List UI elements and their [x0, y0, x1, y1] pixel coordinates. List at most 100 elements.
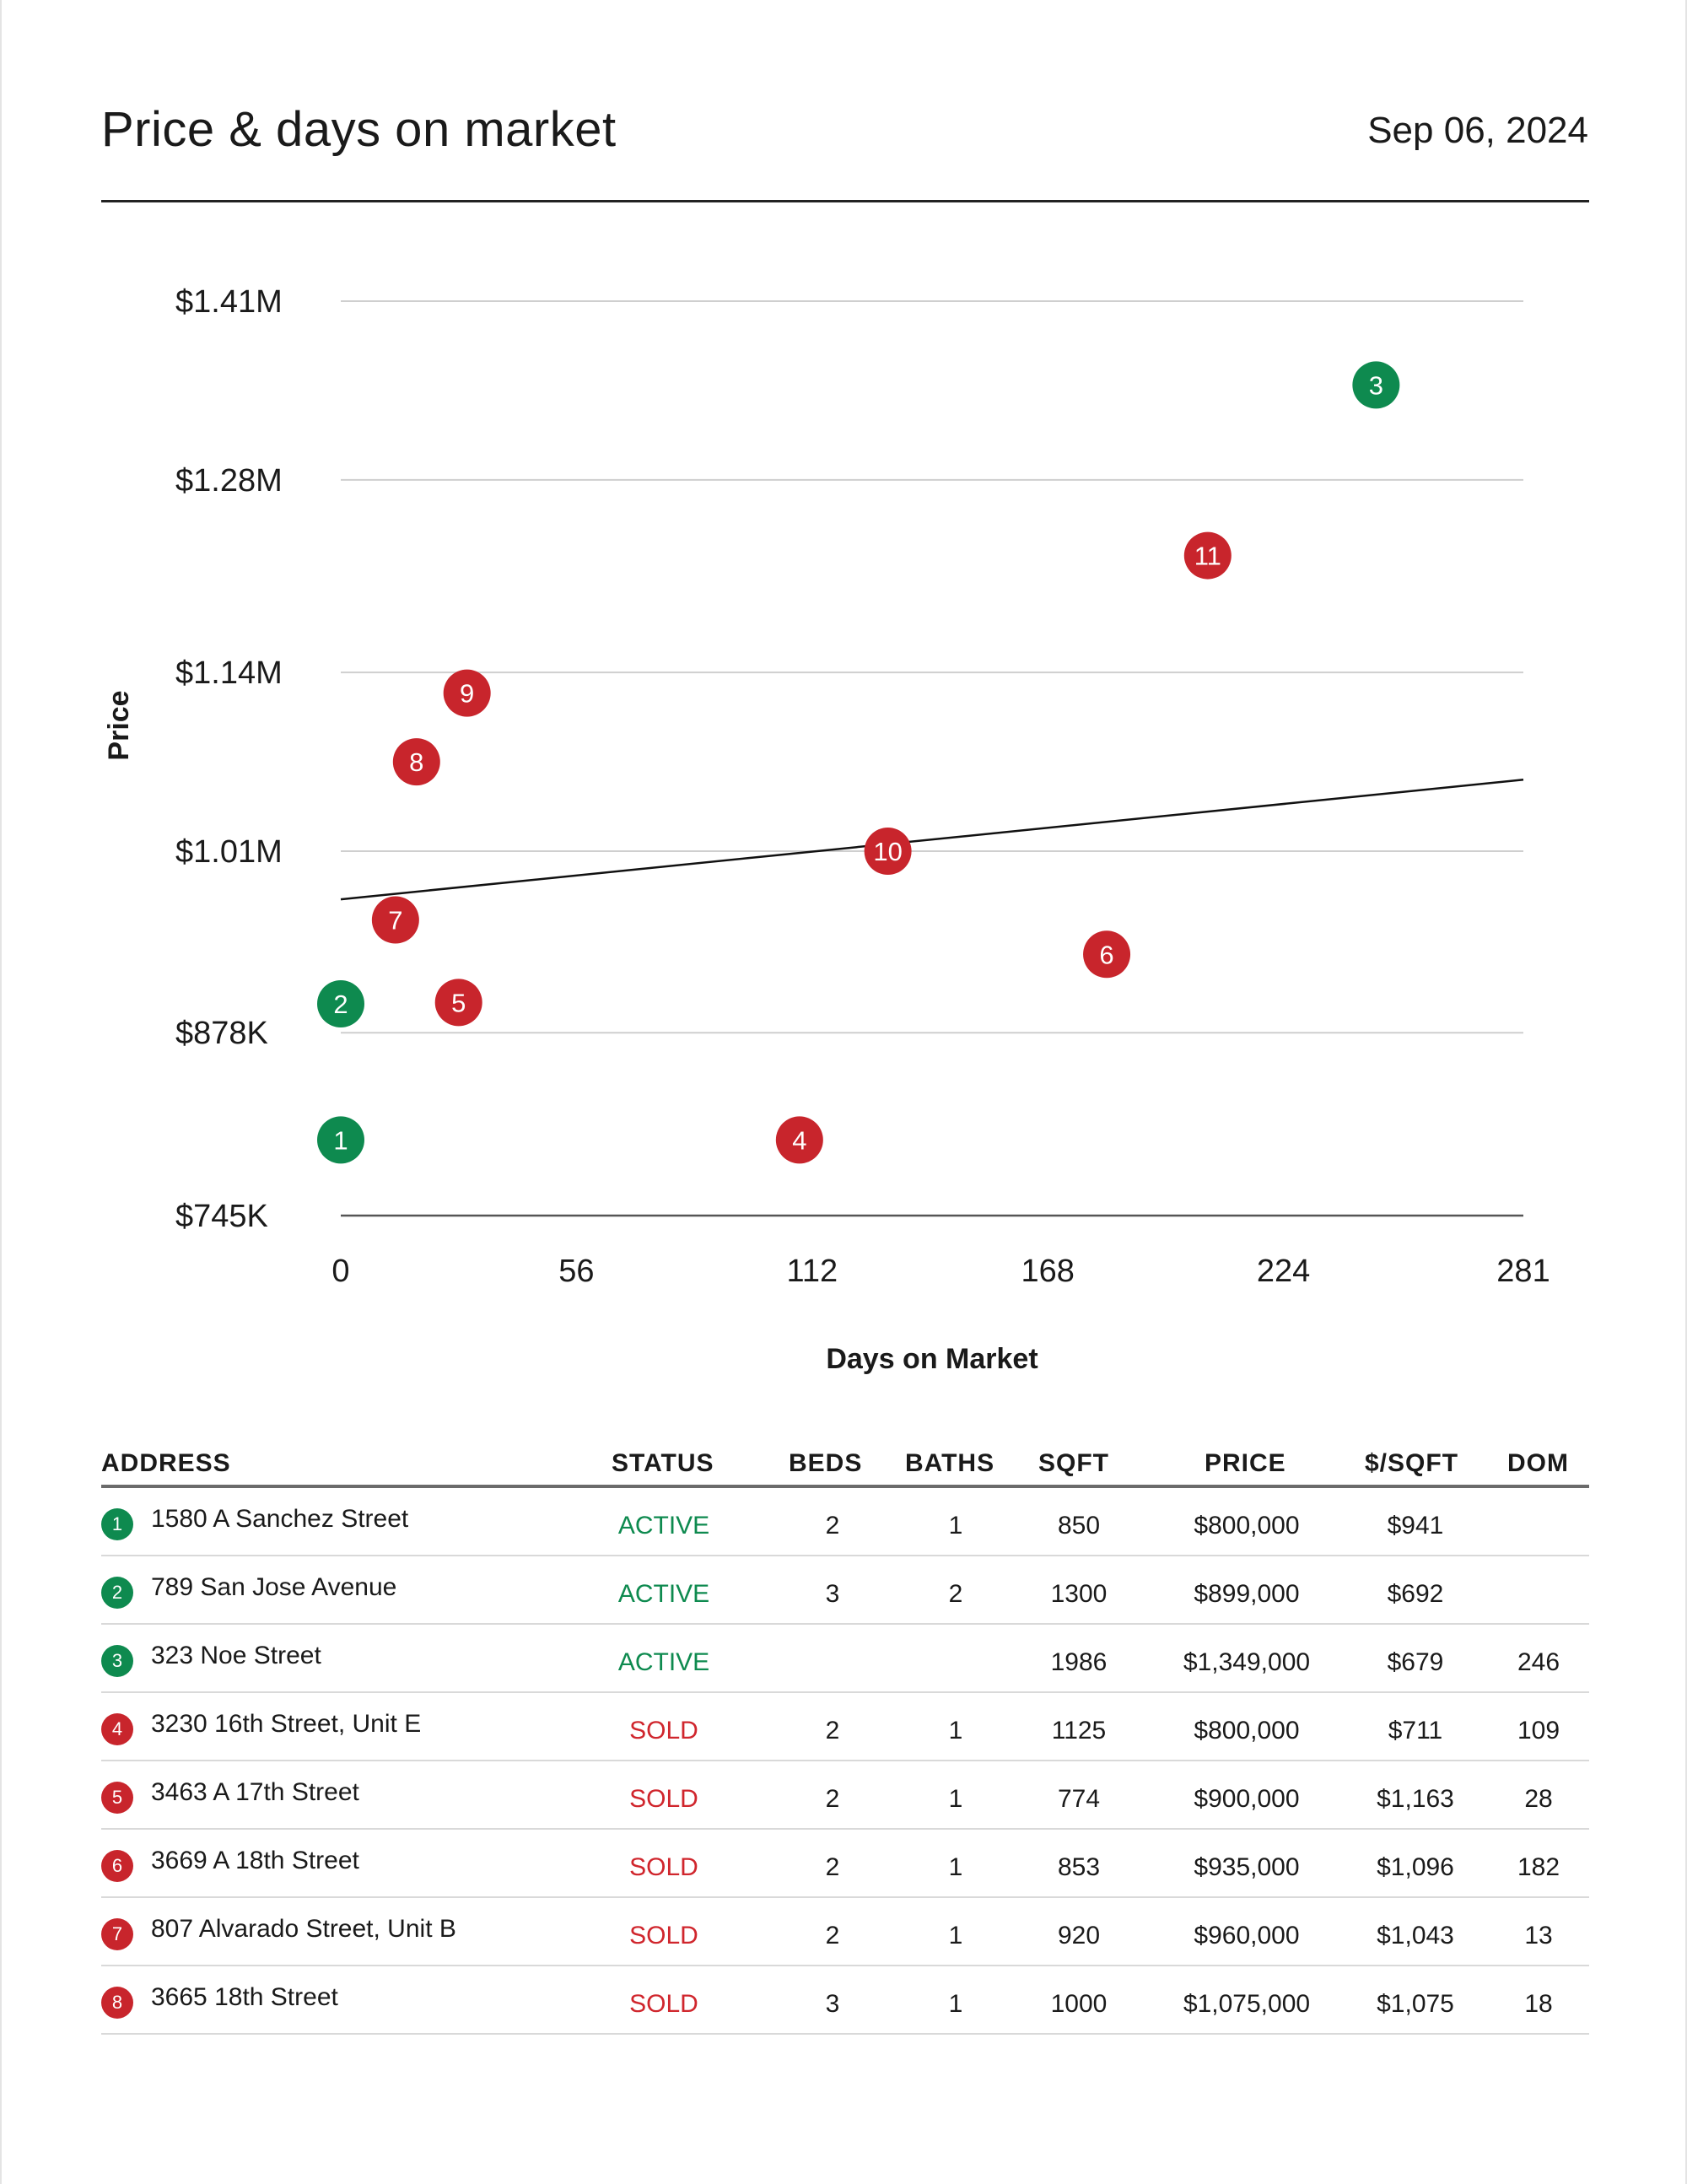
data-point[interactable]: 5 — [434, 979, 482, 1027]
data-point-marker[interactable] — [443, 669, 491, 717]
cell-address: 3230 16th Street, Unit E — [151, 1710, 422, 1738]
data-point[interactable]: 6 — [1083, 930, 1131, 979]
cell-price-per-sqft: $692 — [1387, 1580, 1444, 1608]
data-point-marker[interactable] — [434, 979, 482, 1027]
cell-price-per-sqft: $1,075 — [1377, 1990, 1454, 2018]
data-point-marker[interactable] — [371, 896, 419, 944]
row-number-badge: 4 — [101, 1713, 133, 1745]
cell-sqft: 1300 — [1050, 1580, 1108, 1608]
cell-beds: 2 — [825, 1922, 840, 1949]
table-row: 2 789 San Jose Avenue ACTIVE 3 2 1300 $899,000… — [101, 1556, 1589, 1625]
cell-beds: 2 — [825, 1785, 840, 1813]
cell-dom: 246 — [1517, 1648, 1560, 1676]
x-tick-labels: 0 56 112 168 224 281 — [331, 1254, 1550, 1289]
cell-status: SOLD — [629, 1717, 698, 1745]
cell-address: 3669 A 18th Street — [151, 1847, 359, 1874]
table-row: 6 3669 A 18th Street SOLD 2 1 853 $935,000 $1,0… — [101, 1830, 1589, 1898]
table-row: 3 323 Noe Street ACTIVE 1986 $1,349,000 $679 2… — [101, 1625, 1589, 1693]
cell-price: $899,000 — [1194, 1580, 1300, 1608]
data-point-label: 8 — [409, 747, 423, 777]
header-address: ADDRESS — [101, 1449, 231, 1477]
cell-sqft: 1986 — [1050, 1648, 1108, 1676]
cell-dom: 182 — [1517, 1853, 1560, 1881]
data-point[interactable]: 2 — [317, 979, 364, 1027]
cell-address: 3665 18th Street — [151, 1983, 338, 2011]
data-point-label: 9 — [460, 679, 474, 709]
table-row: 8 3665 18th Street SOLD 3 1 1000 $1,075,000 $1,… — [101, 1966, 1589, 2035]
x-tick-label: 168 — [1021, 1254, 1075, 1289]
data-point-marker[interactable] — [317, 1116, 364, 1164]
header-dom: DOM — [1507, 1449, 1569, 1477]
cell-beds: 3 — [825, 1990, 840, 2018]
cell-price: $935,000 — [1194, 1853, 1300, 1881]
cell-dom: 18 — [1524, 1990, 1553, 2018]
data-point-marker[interactable] — [1083, 930, 1131, 979]
cell-status: ACTIVE — [617, 1512, 710, 1540]
data-point[interactable]: 10 — [864, 828, 912, 876]
y-tick-label: $878K — [175, 1016, 268, 1051]
row-number-badge: 3 — [101, 1645, 133, 1677]
cell-sqft: 920 — [1057, 1922, 1101, 1949]
data-point-marker[interactable] — [317, 979, 364, 1027]
cell-baths: 1 — [948, 1512, 963, 1540]
data-point-label: 10 — [873, 837, 902, 866]
cell-status: SOLD — [629, 1922, 698, 1949]
cell-price-per-sqft: $1,096 — [1377, 1853, 1454, 1881]
y-tick-label: $1.28M — [175, 463, 283, 499]
header-price-per-sqft: $/SQFT — [1365, 1449, 1459, 1477]
cell-price-per-sqft: $711 — [1388, 1717, 1443, 1745]
data-point[interactable]: 3 — [1352, 361, 1400, 409]
data-point-label: 1 — [333, 1125, 348, 1155]
cell-sqft: 1125 — [1051, 1717, 1107, 1745]
cell-baths: 1 — [948, 1717, 963, 1745]
data-point[interactable]: 11 — [1183, 531, 1232, 580]
y-tick-label: $1.01M — [175, 834, 283, 870]
data-point-marker[interactable] — [775, 1116, 823, 1164]
cell-price: $960,000 — [1194, 1922, 1300, 1949]
cell-price-per-sqft: $1,043 — [1377, 1922, 1454, 1949]
row-number-badge: 2 — [101, 1577, 133, 1609]
cell-beds: 2 — [825, 1512, 840, 1540]
header-divider — [101, 200, 1589, 202]
report-date: Sep 06, 2024 — [1367, 110, 1588, 151]
cell-baths: 2 — [948, 1580, 963, 1608]
data-point-marker[interactable] — [392, 738, 440, 786]
cell-sqft: 774 — [1057, 1785, 1101, 1813]
table-row: 5 3463 A 17th Street SOLD 2 1 774 $900,000 $1,1… — [101, 1761, 1589, 1830]
cell-address: 323 Noe Street — [151, 1642, 321, 1669]
x-axis-title: Days on Market — [826, 1343, 1038, 1375]
data-point-marker[interactable] — [1183, 531, 1232, 580]
cell-price: $900,000 — [1194, 1785, 1300, 1813]
cell-sqft: 1000 — [1050, 1990, 1108, 2018]
data-point[interactable]: 8 — [392, 738, 440, 786]
data-point[interactable]: 7 — [371, 896, 419, 944]
data-point-label: 6 — [1099, 940, 1113, 969]
data-point[interactable]: 9 — [443, 669, 491, 717]
cell-baths: 1 — [948, 1922, 963, 1949]
page-title: Price & days on market — [101, 102, 617, 157]
cell-status: SOLD — [629, 1853, 698, 1881]
cell-price: $1,349,000 — [1183, 1648, 1311, 1676]
cell-beds: 3 — [825, 1580, 840, 1608]
cell-price: $1,075,000 — [1183, 1990, 1311, 2018]
table-row: 4 3230 16th Street, Unit E SOLD 2 1 1125 $800,… — [101, 1693, 1589, 1761]
cell-baths: 1 — [948, 1990, 963, 2018]
cell-dom: 28 — [1524, 1785, 1553, 1813]
x-tick-label: 0 — [331, 1254, 349, 1289]
data-point-label: 4 — [792, 1125, 806, 1155]
cell-sqft: 850 — [1057, 1512, 1101, 1540]
x-tick-label: 112 — [787, 1254, 838, 1289]
data-point-label: 3 — [1369, 370, 1383, 400]
data-point[interactable]: 4 — [775, 1116, 823, 1164]
table-header: ADDRESS STATUS BEDS BATHS SQFT PRICE $/S… — [101, 1434, 1589, 1488]
x-tick-label: 224 — [1257, 1254, 1310, 1289]
cell-dom: 109 — [1517, 1717, 1560, 1745]
data-point-label: 5 — [451, 988, 466, 1017]
cell-price: $800,000 — [1194, 1512, 1300, 1540]
row-number-badge: 8 — [101, 1987, 133, 2019]
data-point[interactable]: 1 — [317, 1116, 364, 1164]
y-tick-label: $1.14M — [175, 655, 283, 691]
header-baths: BATHS — [905, 1449, 995, 1477]
data-point-marker[interactable] — [864, 828, 912, 876]
data-point-marker[interactable] — [1352, 361, 1400, 409]
